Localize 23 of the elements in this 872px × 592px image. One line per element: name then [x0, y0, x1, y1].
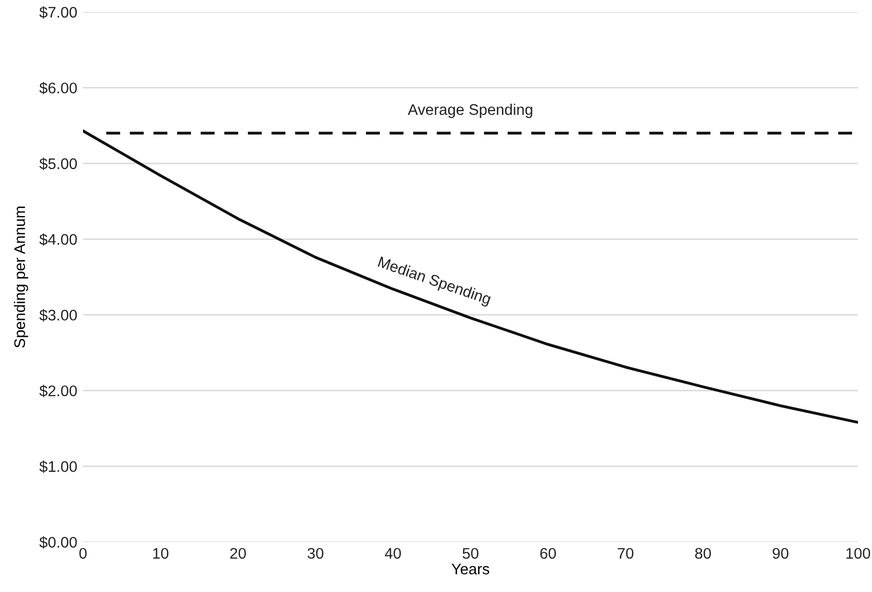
- y-tick-label: $0.00: [39, 536, 77, 549]
- x-axis-title: Years: [452, 564, 490, 574]
- x-tick-label: 30: [308, 548, 324, 559]
- x-tick-label: 50: [462, 548, 478, 559]
- x-tick-label: 10: [153, 548, 168, 559]
- x-tick-label: 60: [540, 548, 556, 559]
- x-tick-label: 80: [695, 548, 711, 559]
- line-series: [83, 129, 858, 424]
- x-tick-label: 40: [384, 548, 401, 559]
- x-tick-label: 100: [846, 548, 870, 559]
- y-tick-label: $2.00: [39, 384, 77, 398]
- y-tick-label: $7.00: [39, 6, 77, 19]
- y-tick-label: $5.00: [39, 158, 77, 170]
- x-tick-label: 90: [772, 548, 788, 559]
- y-tick-label: $1.00: [39, 460, 77, 473]
- x-tick-label: 70: [618, 548, 634, 559]
- x-tick-label: 20: [230, 548, 246, 559]
- ref-line-label: Average Spending: [408, 104, 532, 118]
- y-tick-label: $3.00: [39, 309, 77, 322]
- y-tick-label: $6.00: [39, 82, 77, 94]
- y-axis-title: Spending per Annum: [14, 206, 28, 348]
- y-tick-label: $4.00: [39, 233, 77, 246]
- x-tick-label: 0: [79, 548, 87, 559]
